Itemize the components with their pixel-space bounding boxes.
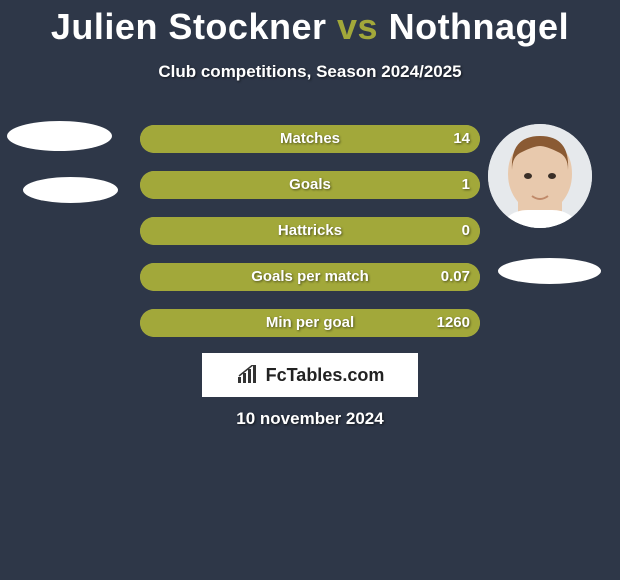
title-vs: vs [337, 6, 378, 47]
placeholder-ellipse-left-2 [23, 177, 118, 203]
date-text: 10 november 2024 [0, 409, 620, 429]
placeholder-ellipse-right [498, 258, 601, 284]
subtitle: Club competitions, Season 2024/2025 [0, 62, 620, 82]
stat-label: Goals per match [140, 263, 480, 291]
page-title: Julien Stockner vs Nothnagel [0, 0, 620, 48]
stat-row: Goals1 [140, 171, 480, 199]
stat-label: Min per goal [140, 309, 480, 337]
player-avatar-right [488, 124, 592, 228]
placeholder-ellipse-left-1 [7, 121, 112, 151]
stat-row: Goals per match0.07 [140, 263, 480, 291]
stat-right-value: 0.07 [441, 263, 470, 291]
stat-right-value: 14 [453, 125, 470, 153]
stat-label: Matches [140, 125, 480, 153]
stat-row: Hattricks0 [140, 217, 480, 245]
stat-right-value: 1260 [437, 309, 470, 337]
bar-chart-icon [236, 365, 260, 385]
brand-text: FcTables.com [266, 365, 385, 386]
stat-bars: Matches14 Goals1 Hattricks0 Goals per match… [140, 125, 480, 355]
title-player2: Nothnagel [389, 6, 570, 47]
stat-label: Goals [140, 171, 480, 199]
stat-row: Min per goal1260 [140, 309, 480, 337]
brand-box: FcTables.com [202, 353, 418, 397]
title-player1: Julien Stockner [51, 6, 327, 47]
stat-right-value: 1 [462, 171, 470, 199]
stat-right-value: 0 [462, 217, 470, 245]
stat-label: Hattricks [140, 217, 480, 245]
stat-row: Matches14 [140, 125, 480, 153]
